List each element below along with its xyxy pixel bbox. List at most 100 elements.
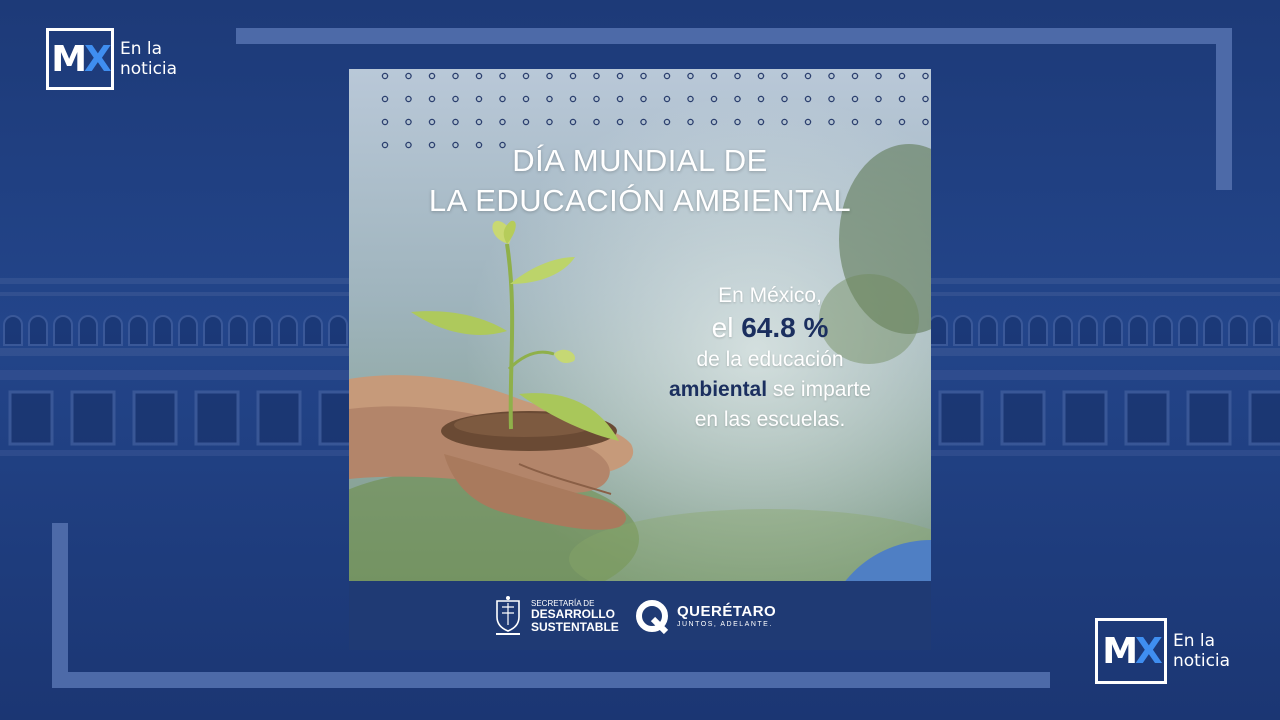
frame-line-left — [52, 523, 68, 688]
building-arch — [53, 315, 73, 346]
dot — [381, 118, 389, 126]
building-window — [70, 390, 116, 446]
stat-line3: de la educación — [696, 348, 844, 371]
dot — [616, 118, 624, 126]
dot — [851, 95, 859, 103]
building-arch — [78, 315, 98, 346]
dot — [757, 72, 765, 80]
dot — [781, 95, 788, 103]
dot — [475, 72, 483, 80]
dot — [452, 72, 459, 80]
dot — [499, 72, 506, 80]
stat-rest: se imparte — [767, 378, 871, 401]
building-arch — [953, 315, 973, 346]
dot — [475, 141, 483, 149]
dot — [875, 72, 882, 80]
poster-footer: SECRETARÍA DE DESARROLLO SUSTENTABLE QUE… — [349, 581, 931, 650]
title-line1: DÍA MUNDIAL DE — [512, 143, 768, 178]
frame-line-top — [236, 28, 1232, 44]
stat-prefix: el — [711, 312, 742, 343]
dot — [381, 95, 389, 103]
building-arch — [203, 315, 223, 346]
queretaro-logo: QUERÉTARO JUNTOS, ADELANTE. — [633, 597, 776, 635]
dot — [757, 118, 765, 126]
queretaro-text: QUERÉTARO JUNTOS, ADELANTE. — [677, 603, 776, 630]
dot — [922, 118, 929, 126]
dot — [898, 72, 906, 80]
logo-line2: noticia — [1173, 651, 1231, 671]
building-arch — [1178, 315, 1198, 346]
dot — [687, 95, 694, 103]
building-arch — [228, 315, 248, 346]
logo-m: M — [51, 38, 87, 80]
dot — [428, 95, 436, 103]
logo-text: En la noticia — [1173, 631, 1230, 671]
dot — [828, 95, 835, 103]
logo-m: M — [1102, 630, 1138, 672]
dot — [710, 118, 718, 126]
dot — [405, 95, 412, 103]
building-arch — [1103, 315, 1123, 346]
coat-of-arms-icon — [496, 596, 520, 635]
dot-pattern — [381, 72, 929, 149]
dot — [428, 141, 436, 149]
dot — [428, 118, 436, 126]
dot — [381, 72, 389, 80]
stat-line4: ambiental se imparte — [625, 375, 915, 405]
building-arch — [3, 315, 23, 346]
building-arch — [1228, 315, 1248, 346]
dot — [710, 95, 718, 103]
dot — [663, 95, 671, 103]
building-arch — [253, 315, 273, 346]
dot — [593, 72, 600, 80]
stat-highlight-word: ambiental — [669, 378, 768, 401]
dot — [640, 118, 647, 126]
dot — [475, 95, 483, 103]
dot — [687, 118, 694, 126]
building-arch — [1253, 315, 1273, 346]
dot — [405, 72, 412, 80]
dot — [499, 118, 506, 126]
poster-photo — [349, 69, 931, 581]
queretaro-name: QUERÉTARO — [677, 602, 777, 620]
building-window — [1062, 390, 1108, 446]
frame-line-right — [1216, 28, 1232, 190]
dot — [898, 95, 906, 103]
dot — [898, 118, 906, 126]
dot — [734, 118, 741, 126]
dot — [569, 72, 577, 80]
dot — [804, 118, 812, 126]
dot — [875, 95, 882, 103]
building-window — [8, 390, 54, 446]
secretaria-small: SECRETARÍA DE — [531, 598, 595, 608]
building-arch — [153, 315, 173, 346]
building-window — [1124, 390, 1170, 446]
building-window — [938, 390, 984, 446]
dot — [522, 72, 530, 80]
building-window — [256, 390, 302, 446]
building-arch — [328, 315, 348, 346]
logo-x: X — [1135, 630, 1163, 672]
building-arch — [278, 315, 298, 346]
dot — [569, 95, 577, 103]
building-arch — [1028, 315, 1048, 346]
dot — [593, 118, 600, 126]
mx-logo-icon: MX — [46, 28, 114, 90]
building-window — [1000, 390, 1046, 446]
dot — [381, 141, 389, 149]
secretaria-logo: SECRETARÍA DE DESARROLLO SUSTENTABLE — [493, 595, 619, 637]
frame-line-bottom — [52, 672, 1050, 688]
stat-value: 64.8 % — [741, 312, 829, 343]
dot — [663, 72, 671, 80]
statistic-text: En México, el 64.8 % de la educación amb… — [625, 281, 915, 435]
logo-x: X — [84, 38, 112, 80]
dot — [452, 118, 459, 126]
secretaria-line2: SUSTENTABLE — [531, 619, 619, 634]
dot — [475, 118, 483, 126]
stat-line5: en las escuelas. — [694, 408, 846, 431]
seedling-hands-icon — [349, 220, 634, 530]
building-arch — [128, 315, 148, 346]
dot — [663, 118, 671, 126]
mx-en-la-noticia-logo-top: MX En la noticia — [46, 28, 177, 90]
dot — [922, 95, 929, 103]
